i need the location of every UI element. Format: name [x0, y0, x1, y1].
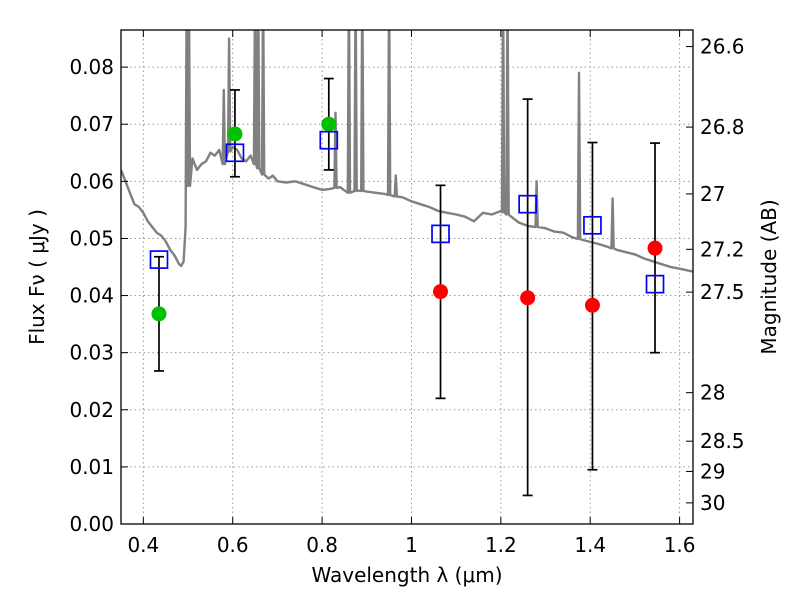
model-flux-square: [149, 250, 169, 269]
measured-flux-point: [584, 297, 600, 313]
model-spectrum-line: [121, 30, 693, 273]
right-tick-label: 27.5: [700, 280, 745, 304]
y-tick-label: 0.01: [69, 455, 114, 479]
model-flux-square: [518, 194, 538, 214]
y-tick-label: 0.07: [69, 112, 114, 136]
x-tick-label: 0.8: [306, 533, 338, 557]
y-tick-label: 0.05: [69, 226, 114, 250]
right-tick-label: 26.8: [700, 115, 745, 139]
y-tick-label: 0.06: [69, 169, 114, 193]
grid: [121, 30, 693, 525]
model-flux-square: [225, 143, 245, 163]
model-flux-square: [319, 130, 339, 150]
y-tick-label: 0.02: [69, 398, 114, 422]
right-tick-label: 27.2: [700, 237, 745, 261]
measured-flux-point: [520, 290, 536, 306]
y-tick-label: 0.08: [69, 55, 114, 79]
right-tick-label: 27: [700, 182, 725, 206]
right-tick-label: 30: [700, 491, 725, 515]
y-axis-title: Flux Fν ( μJy ): [25, 209, 49, 345]
plot-area: [121, 30, 693, 497]
x-axis-title: Wavelength λ (μm): [311, 563, 502, 587]
measured-flux-point: [151, 306, 167, 322]
model-flux-square: [645, 274, 665, 294]
measured-flux-point: [227, 126, 243, 142]
y-tick-label: 0.00: [69, 512, 114, 536]
plot-frame: [120, 29, 694, 525]
y-tick-label: 0.03: [69, 341, 114, 365]
y-tick-label: 0.04: [69, 284, 114, 308]
right-tick-label: 26.6: [700, 35, 745, 59]
right-axis-title: Magnitude (AB): [757, 199, 781, 354]
right-tick-label: 28.5: [700, 429, 745, 453]
x-tick-label: 1.2: [485, 533, 517, 557]
x-tick-label: 1.6: [664, 533, 696, 557]
axis-ticks: 0.4 0.6 0.8 1 1.2 1.4 1.6 0.00 0.01 0.02 0.03 0.04 0…: [69, 30, 745, 557]
right-tick-label: 29: [700, 459, 725, 483]
model-flux-square: [583, 215, 602, 235]
x-tick-label: 0.4: [127, 533, 159, 557]
x-tick-label: 1: [405, 533, 418, 557]
model-flux-square: [431, 224, 450, 244]
measured-flux-point: [647, 240, 663, 256]
right-tick-label: 28: [700, 381, 725, 405]
x-tick-label: 0.6: [217, 533, 249, 557]
x-tick-label: 1.4: [574, 533, 606, 557]
measured-flux-point: [433, 284, 449, 300]
measured-flux-point: [321, 116, 337, 132]
